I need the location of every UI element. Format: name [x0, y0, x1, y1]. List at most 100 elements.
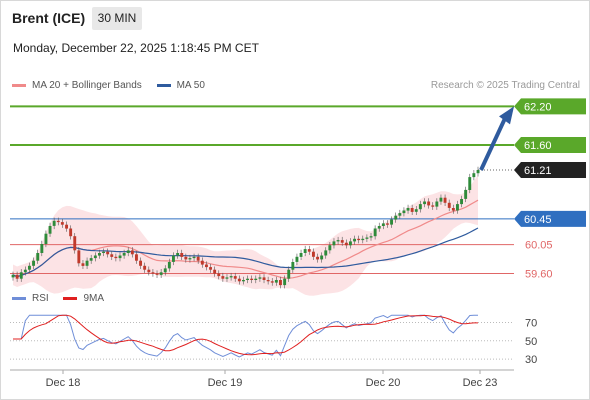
candle-body: [242, 280, 245, 282]
candle-body: [258, 277, 262, 279]
candle-body: [357, 238, 361, 241]
candle-body: [443, 197, 447, 203]
candle-body: [279, 280, 282, 286]
rsi-tick-label: 50: [525, 336, 537, 348]
candle-body: [254, 278, 258, 280]
candle-body: [77, 250, 81, 264]
candle-body: [295, 256, 299, 262]
candle-body: [81, 263, 85, 266]
ma50-line: [12, 227, 479, 278]
candle-body: [209, 267, 212, 270]
candle-body: [28, 265, 31, 270]
candle-body: [418, 204, 422, 210]
candle-body: [23, 269, 27, 273]
candle-body: [36, 253, 40, 261]
candle-body: [377, 226, 381, 229]
rsi-ma-line: [13, 314, 478, 356]
level-tag-60.45: [514, 210, 586, 227]
candle-body: [237, 278, 241, 282]
candle-body: [414, 209, 418, 212]
candle-body: [11, 274, 15, 278]
candle-body: [250, 278, 254, 280]
bollinger-band: [13, 175, 478, 296]
candle-body: [147, 269, 151, 273]
candle-body: [266, 280, 270, 282]
candle-body: [476, 170, 480, 174]
candle-body: [200, 260, 204, 265]
rsi-tick-label: 70: [525, 318, 537, 330]
candle-body: [460, 199, 463, 205]
candle-body: [447, 202, 451, 208]
candle-body: [381, 223, 385, 226]
ma20-legend-label: MA 20 + Bollinger Bands: [32, 80, 142, 91]
candle-body: [126, 250, 130, 253]
candle-body: [365, 237, 369, 239]
ma20-swatch: [12, 83, 26, 87]
level-label-62.20: 62.20: [524, 101, 552, 113]
candle-body: [180, 253, 184, 257]
candle-body: [340, 240, 344, 243]
candle-body: [118, 255, 122, 259]
timeframe-button[interactable]: 30 MIN: [92, 7, 142, 30]
rsi-legend-label: RSI: [32, 293, 49, 304]
candle-body: [155, 273, 159, 275]
candle-body: [427, 201, 431, 206]
candle-body: [270, 281, 274, 283]
candle-body: [394, 215, 398, 220]
candle-body: [15, 274, 19, 279]
candle-body: [44, 233, 48, 244]
instrument-title: Brent (ICE): [12, 10, 86, 26]
rsi-swatch: [12, 296, 26, 300]
candle-body: [102, 251, 105, 253]
candle-body: [291, 262, 295, 270]
rsi-legend: RSI 9MA: [12, 293, 116, 304]
candle-body: [283, 278, 287, 286]
candle-body: [106, 251, 110, 255]
candle-body: [328, 245, 332, 251]
candle-body: [472, 173, 476, 178]
candle-body: [299, 253, 303, 257]
candle-body: [19, 272, 23, 279]
candle-body: [60, 222, 64, 225]
candle-body: [439, 197, 443, 202]
candle-body: [307, 249, 311, 252]
candle-body: [229, 276, 233, 278]
projection-arrow: [479, 117, 507, 171]
candle-body: [89, 258, 93, 261]
candle-body: [406, 208, 410, 211]
candle-body: [303, 249, 307, 253]
ma50-swatch: [156, 83, 171, 87]
ma50-legend-label: MA 50: [176, 80, 205, 91]
candle-body: [468, 177, 472, 190]
rsi-tick-label: 30: [525, 354, 537, 366]
projection-arrow-head: [499, 106, 514, 125]
rsi-ma-swatch: [63, 296, 78, 300]
candle-body: [205, 264, 208, 268]
candle-body: [52, 220, 56, 226]
candle-body: [287, 269, 291, 279]
level-label-60.45: 60.45: [524, 214, 552, 226]
candle-body: [85, 260, 89, 266]
candle-body: [451, 208, 455, 211]
level-label-59.60: 59.60: [525, 269, 553, 281]
candle-body: [332, 241, 336, 246]
candle-body: [344, 242, 348, 246]
candle-body: [410, 208, 414, 212]
candle-body: [361, 238, 365, 241]
candle-body: [167, 262, 171, 269]
rsi-ma-legend-label: 9MA: [83, 293, 105, 304]
x-tick-label: Dec 18: [46, 377, 81, 389]
level-tag-61.60: [514, 136, 586, 153]
candle-body: [114, 256, 118, 259]
candle-body: [225, 277, 229, 279]
candle-body: [184, 256, 188, 260]
candle-body: [390, 219, 393, 225]
candle-body: [151, 272, 155, 274]
candle-body: [65, 224, 68, 229]
candle-body: [464, 189, 468, 199]
candle-body: [402, 210, 406, 214]
candle-body: [93, 255, 97, 259]
level-label-60.05: 60.05: [525, 240, 553, 252]
candle-body: [48, 226, 52, 234]
